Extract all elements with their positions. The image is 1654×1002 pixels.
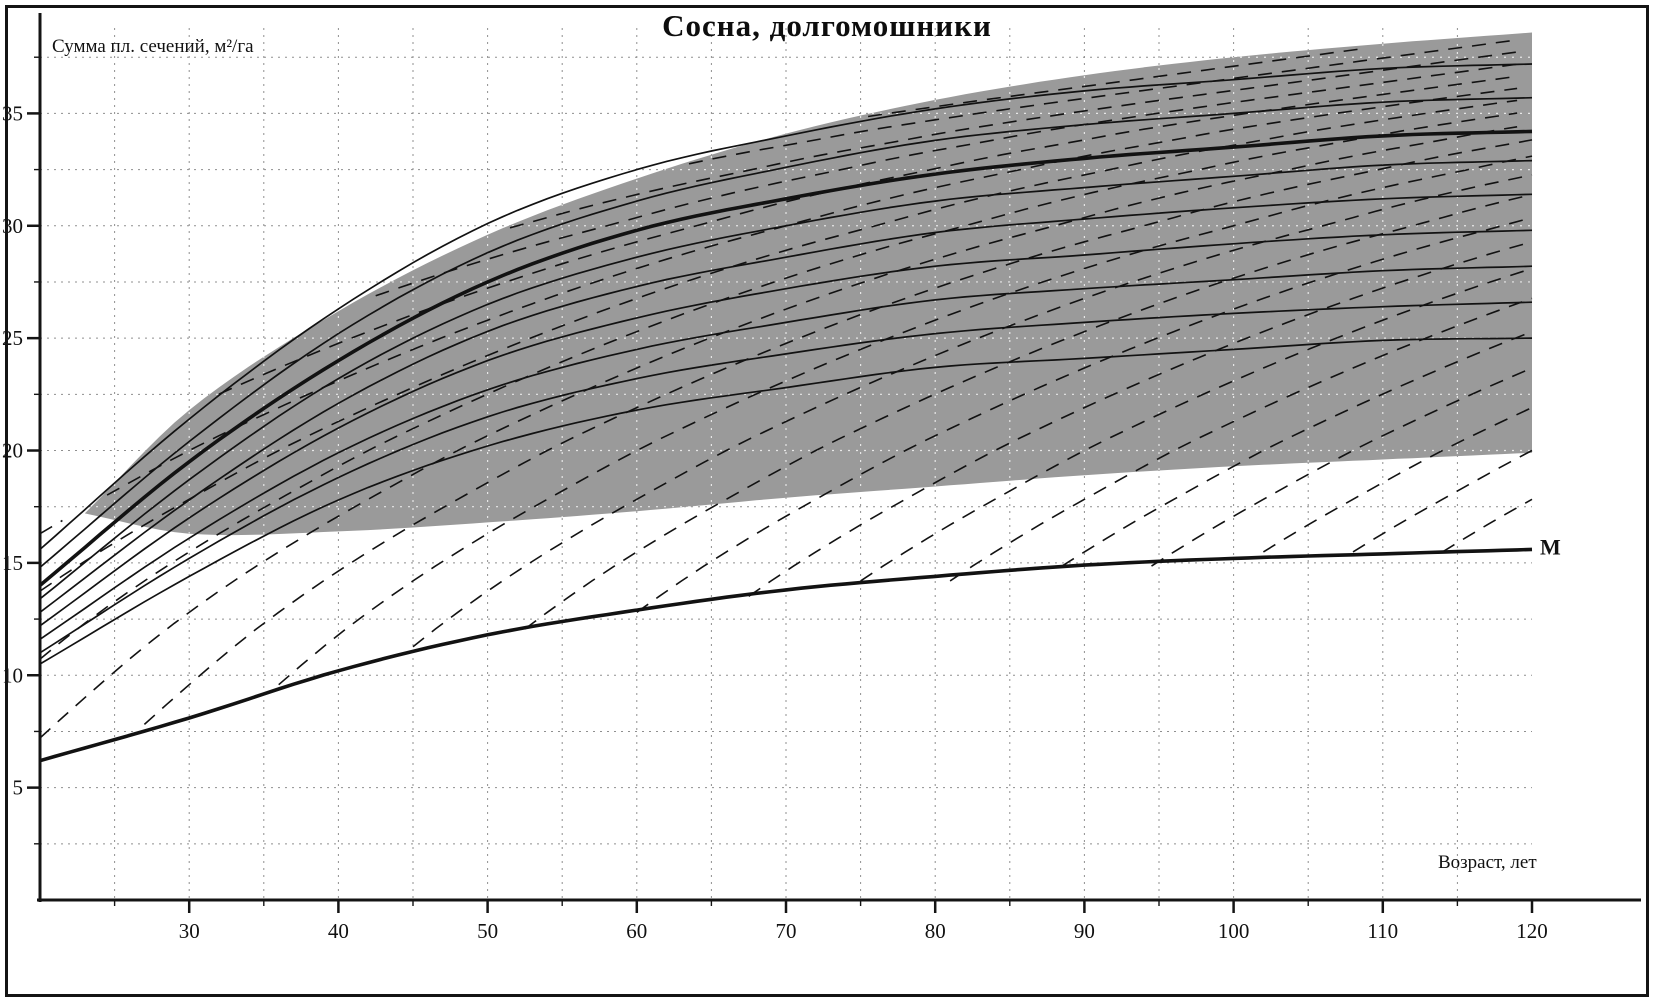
minimum-curve-label: М <box>1540 534 1561 559</box>
x-tick-label: 70 <box>776 919 797 943</box>
growth-curves-layer <box>38 63 1533 763</box>
thinning-line <box>218 75 1518 395</box>
chart-title: Сосна, долгомошники <box>662 8 992 43</box>
y-axis-label: Сумма пл. сечений, м²/га <box>52 36 254 57</box>
thinning-line <box>1442 498 1533 553</box>
x-tick-label: 120 <box>1516 919 1548 943</box>
thinning-line <box>1352 449 1533 553</box>
axes-layer <box>27 13 1641 913</box>
thinning-line <box>867 48 1361 118</box>
thin-curve-3 <box>39 229 1533 627</box>
x-tick-label: 40 <box>328 919 349 943</box>
x-tick-label: 100 <box>1218 919 1250 943</box>
optimal-density-band <box>84 32 1532 536</box>
thinning-line <box>375 63 1518 297</box>
thinning-line <box>1262 406 1533 553</box>
thinning-line <box>1061 330 1533 567</box>
thin-curve-4 <box>39 265 1533 641</box>
thinning-line <box>278 155 1533 686</box>
thinning-line <box>39 112 1518 660</box>
x-tick-label: 90 <box>1074 919 1095 943</box>
upper-thin-curve-1 <box>39 96 1533 569</box>
thin-curve-2 <box>39 193 1533 613</box>
thinning-line <box>39 519 63 535</box>
x-tick-label: 80 <box>925 919 946 943</box>
y-tick-label: 5 <box>13 776 24 800</box>
y-tick-label: 30 <box>2 214 23 238</box>
thinning-line <box>143 139 1533 725</box>
thin-curve-5 <box>39 301 1533 654</box>
y-tick-label: 25 <box>2 326 23 350</box>
y-tick-label: 15 <box>2 551 23 575</box>
x-tick-label: 60 <box>626 919 647 943</box>
x-axis-label: Возраст, лет <box>1438 852 1537 873</box>
y-tick-label: 20 <box>2 439 23 463</box>
thinning-line <box>688 39 1518 165</box>
thinning-line <box>39 99 1518 592</box>
thinning-line <box>39 126 1518 739</box>
thin-curve-6 <box>39 337 1533 665</box>
y-tick-label: 35 <box>2 101 23 125</box>
y-tick-label: 10 <box>2 663 23 687</box>
thinning-line <box>748 241 1533 597</box>
x-tick-label: 50 <box>477 919 498 943</box>
x-tick-label: 30 <box>179 919 200 943</box>
x-tick-label: 110 <box>1367 919 1398 943</box>
thinning-lines-layer <box>39 39 1533 739</box>
thinning-line <box>860 267 1533 582</box>
minimum-basal-area-curve <box>39 547 1533 763</box>
upper-thin-curve-2 <box>39 63 1533 551</box>
bold-main-curve <box>38 129 1533 587</box>
thinning-line <box>1151 367 1533 567</box>
thinning-line <box>509 51 1518 229</box>
thinning-line <box>636 216 1533 613</box>
thinning-line <box>524 193 1533 630</box>
thinning-line <box>412 174 1533 648</box>
